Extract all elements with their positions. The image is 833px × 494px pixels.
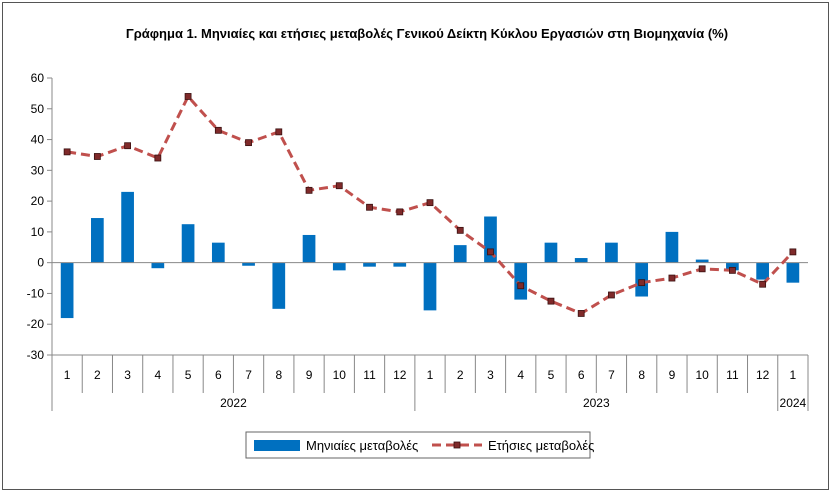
annual-point [759, 280, 767, 288]
y-tick-label: -20 [27, 317, 45, 331]
monthly-bar [423, 262, 437, 311]
annual-point [154, 154, 162, 162]
x-tick-label: 2 [94, 368, 101, 382]
x-tick-label: 7 [245, 368, 252, 382]
annual-point [698, 265, 706, 273]
annual-point [577, 310, 585, 317]
legend-point-swatch [453, 441, 461, 449]
y-tick-label: -10 [27, 286, 45, 300]
monthly-bar [60, 262, 74, 319]
monthly-bar [242, 262, 255, 266]
monthly-bar [272, 262, 286, 309]
monthly-bar [302, 234, 316, 263]
annual-point [305, 186, 313, 194]
x-tick-label: 1 [427, 368, 434, 382]
monthly-bar [544, 242, 558, 263]
x-tick-label: 5 [548, 368, 555, 382]
annual-point [275, 128, 283, 136]
x-tick-label: 11 [363, 368, 376, 382]
annual-point [335, 182, 343, 190]
x-tick-label: 2 [457, 368, 464, 382]
monthly-bar [574, 258, 588, 263]
annual-point [124, 142, 131, 150]
x-tick-label: 9 [669, 368, 676, 382]
monthly-bar [121, 191, 134, 263]
x-tick-label: 3 [487, 368, 494, 382]
monthly-bar [91, 218, 104, 263]
x-tick-label: 9 [306, 368, 313, 382]
monthly-bar [332, 262, 346, 271]
monthly-bar [605, 242, 618, 263]
x-tick-label: 6 [215, 368, 222, 382]
annual-point [456, 226, 464, 234]
x-tick-label: 1 [64, 368, 71, 382]
y-tick-label: 60 [31, 71, 45, 85]
y-tick-label: -30 [27, 348, 45, 362]
x-tick-label: 6 [578, 368, 585, 382]
monthly-bar [181, 224, 195, 263]
year-label: 2023 [583, 396, 610, 410]
y-tick-label: 10 [31, 225, 45, 239]
annual-point [487, 248, 494, 256]
annual-point [366, 203, 373, 211]
monthly-bar [695, 259, 709, 263]
bar-series [60, 191, 800, 319]
x-tick-label: 8 [275, 368, 282, 382]
x-tick-label: 1 [790, 368, 797, 382]
x-tick-label: 11 [726, 368, 739, 382]
x-tick-label: 12 [393, 368, 407, 382]
year-label: 2024 [780, 396, 807, 410]
x-tick-label: 10 [333, 368, 347, 382]
monthly-bar [726, 262, 739, 271]
annual-point [214, 126, 222, 134]
y-tick-label: 40 [31, 133, 45, 147]
x-tick-label: 3 [124, 368, 131, 382]
annual-point [638, 279, 646, 287]
monthly-bar [363, 262, 376, 267]
annual-point [608, 291, 615, 299]
annual-point [245, 139, 252, 147]
x-tick-label: 7 [608, 368, 615, 382]
annual-point [426, 199, 434, 207]
annual-point [668, 274, 676, 282]
x-tick-label: 12 [756, 368, 770, 382]
monthly-bar [756, 262, 769, 280]
monthly-bar [211, 242, 225, 263]
y-tick-label: 30 [31, 163, 45, 177]
monthly-bar [393, 262, 407, 267]
y-axis: 60 50 40 30 20 10 0 -10 -20 -30 [27, 71, 53, 362]
annual-point [517, 282, 525, 290]
monthly-bar [665, 231, 679, 263]
monthly-bar [514, 262, 528, 300]
y-tick-label: 50 [31, 102, 45, 116]
x-tick-label: 10 [695, 368, 709, 382]
x-tick-label: 5 [185, 368, 192, 382]
annual-point [396, 208, 404, 216]
annual-point [729, 266, 736, 274]
monthly-bar [453, 245, 467, 263]
annual-point [789, 248, 797, 256]
monthly-bar [786, 262, 800, 283]
y-tick-label: 20 [31, 194, 45, 208]
annual-point [184, 93, 192, 100]
chart-title: Γράφημα 1. Μηνιαίες και ετήσιες μεταβολέ… [126, 26, 728, 41]
x-tick-label: 4 [517, 368, 524, 382]
legend-label-annual: Ετήσιες μεταβολές [488, 438, 594, 453]
x-tick-label: 8 [638, 368, 645, 382]
x-tick-label: 4 [154, 368, 161, 382]
legend-label-monthly: Μηνιαίες μεταβολές [306, 438, 418, 453]
year-label: 2022 [220, 396, 247, 410]
line-series [63, 93, 797, 317]
monthly-bar [151, 262, 165, 269]
legend-bar-swatch [254, 440, 300, 451]
legend-box [245, 431, 591, 459]
annual-point [547, 297, 555, 305]
legend: Μηνιαίες μεταβολές Ετήσιες μεταβολές [245, 431, 594, 459]
annual-point [93, 153, 101, 160]
annual-point [63, 148, 71, 156]
y-tick-label: 0 [37, 256, 44, 270]
